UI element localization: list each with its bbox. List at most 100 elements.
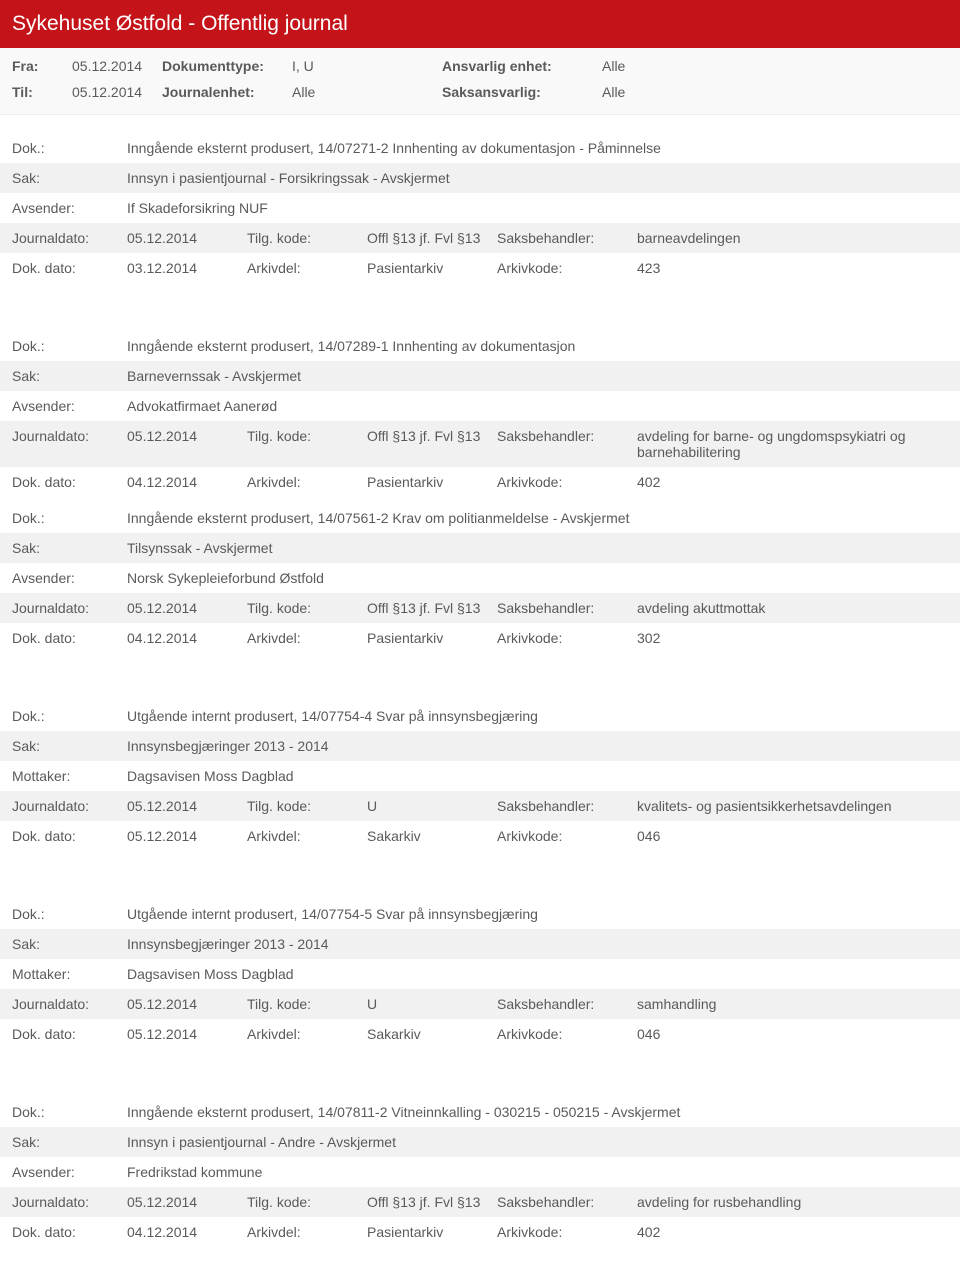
tilgkode-value: U <box>367 798 497 814</box>
sak-label: Sak: <box>12 1134 127 1150</box>
journaldato-label: Journaldato: <box>12 428 127 444</box>
journal-entry: Dok.:Inngående eksternt produsert, 14/07… <box>0 133 960 283</box>
journal-entry: Dok.:Utgående internt produsert, 14/0775… <box>0 899 960 1049</box>
journaldato-label: Journaldato: <box>12 600 127 616</box>
party-row: Avsender:Advokatfirmaet Aanerød <box>0 391 960 421</box>
arkivkode-label: Arkivkode: <box>497 260 637 276</box>
journaldato-label: Journaldato: <box>12 230 127 246</box>
sak-value: Innsynsbegjæringer 2013 - 2014 <box>127 936 948 952</box>
meta-row-dokdato: Dok. dato:03.12.2014Arkivdel:Pasientarki… <box>0 253 960 283</box>
saksbehandler-value: kvalitets- og pasientsikkerhetsavdelinge… <box>637 798 948 814</box>
saksbehandler-label: Saksbehandler: <box>497 996 637 1012</box>
tilgkode-value: Offl §13 jf. Fvl §13 <box>367 428 497 444</box>
journal-entry: Dok.:Utgående internt produsert, 14/0775… <box>0 701 960 851</box>
dok-value: Inngående eksternt produsert, 14/07561-2… <box>127 510 948 526</box>
saksbehandler-label: Saksbehandler: <box>497 798 637 814</box>
dok-label: Dok.: <box>12 338 127 354</box>
ansvarlig-value: Alle <box>602 58 948 74</box>
til-value: 05.12.2014 <box>72 84 162 100</box>
sak-value: Innsyn i pasientjournal - Andre - Avskje… <box>127 1134 948 1150</box>
dok-value: Inngående eksternt produsert, 14/07271-2… <box>127 140 948 156</box>
tilgkode-label: Tilg. kode: <box>247 1194 367 1210</box>
journaldato-value: 05.12.2014 <box>127 996 247 1012</box>
party-label: Avsender: <box>12 200 127 216</box>
dok-label: Dok.: <box>12 1104 127 1120</box>
meta-row-dokdato: Dok. dato:05.12.2014Arkivdel:SakarkivArk… <box>0 821 960 851</box>
sak-row: Sak:Tilsynssak - Avskjermet <box>0 533 960 563</box>
party-row: Avsender:Fredrikstad kommune <box>0 1157 960 1187</box>
dokdato-value: 05.12.2014 <box>127 1026 247 1042</box>
arkivdel-label: Arkivdel: <box>247 260 367 276</box>
sak-value: Tilsynssak - Avskjermet <box>127 540 948 556</box>
arkivkode-value: 402 <box>637 1224 948 1240</box>
saksbehandler-value: samhandling <box>637 996 948 1012</box>
sak-label: Sak: <box>12 738 127 754</box>
dokumenttype-value: I, U <box>292 58 442 74</box>
tilgkode-label: Tilg. kode: <box>247 996 367 1012</box>
dokdato-value: 03.12.2014 <box>127 260 247 276</box>
arkivkode-value: 402 <box>637 474 948 490</box>
dok-label: Dok.: <box>12 906 127 922</box>
sak-label: Sak: <box>12 368 127 384</box>
saksbehandler-label: Saksbehandler: <box>497 230 637 246</box>
tilgkode-label: Tilg. kode: <box>247 600 367 616</box>
journaldato-value: 05.12.2014 <box>127 798 247 814</box>
arkivdel-value: Sakarkiv <box>367 1026 497 1042</box>
arkivdel-label: Arkivdel: <box>247 1026 367 1042</box>
journal-entry: Dok.:Inngående eksternt produsert, 14/07… <box>0 331 960 497</box>
dok-row: Dok.:Inngående eksternt produsert, 14/07… <box>0 331 960 361</box>
dok-value: Inngående eksternt produsert, 14/07811-2… <box>127 1104 948 1120</box>
saksbehandler-label: Saksbehandler: <box>497 600 637 616</box>
meta-row-journaldato: Journaldato:05.12.2014Tilg. kode:Offl §1… <box>0 1187 960 1217</box>
meta-row-dokdato: Dok. dato:04.12.2014Arkivdel:Pasientarki… <box>0 623 960 653</box>
saksansvarlig-value: Alle <box>602 84 948 100</box>
spacer <box>0 283 960 313</box>
dokumenttype-label: Dokumenttype: <box>162 58 292 74</box>
meta-row-journaldato: Journaldato:05.12.2014Tilg. kode:Offl §1… <box>0 593 960 623</box>
party-value: Norsk Sykepleieforbund Østfold <box>127 570 948 586</box>
arkivkode-label: Arkivkode: <box>497 630 637 646</box>
spacer <box>0 851 960 881</box>
meta-row-dokdato: Dok. dato:05.12.2014Arkivdel:SakarkivArk… <box>0 1019 960 1049</box>
party-row: Avsender:Norsk Sykepleieforbund Østfold <box>0 563 960 593</box>
spacer <box>0 653 960 683</box>
dok-row: Dok.:Inngående eksternt produsert, 14/07… <box>0 1097 960 1127</box>
arkivkode-label: Arkivkode: <box>497 1026 637 1042</box>
sak-row: Sak:Innsynsbegjæringer 2013 - 2014 <box>0 929 960 959</box>
party-value: Dagsavisen Moss Dagblad <box>127 768 948 784</box>
journaldato-value: 05.12.2014 <box>127 230 247 246</box>
dokdato-label: Dok. dato: <box>12 1224 127 1240</box>
fra-label: Fra: <box>12 58 72 74</box>
dokdato-value: 05.12.2014 <box>127 828 247 844</box>
tilgkode-label: Tilg. kode: <box>247 428 367 444</box>
party-value: If Skadeforsikring NUF <box>127 200 948 216</box>
dokdato-value: 04.12.2014 <box>127 474 247 490</box>
saksbehandler-value: avdeling akuttmottak <box>637 600 948 616</box>
dokdato-label: Dok. dato: <box>12 474 127 490</box>
arkivkode-value: 046 <box>637 828 948 844</box>
party-value: Advokatfirmaet Aanerød <box>127 398 948 414</box>
dokdato-value: 04.12.2014 <box>127 1224 247 1240</box>
saksbehandler-value: barneavdelingen <box>637 230 948 246</box>
dok-label: Dok.: <box>12 510 127 526</box>
journaldato-value: 05.12.2014 <box>127 1194 247 1210</box>
page-title-bar: Sykehuset Østfold - Offentlig journal <box>0 0 960 48</box>
saksbehandler-label: Saksbehandler: <box>497 1194 637 1210</box>
party-label: Avsender: <box>12 1164 127 1180</box>
arkivdel-label: Arkivdel: <box>247 630 367 646</box>
meta-row-dokdato: Dok. dato:04.12.2014Arkivdel:Pasientarki… <box>0 467 960 497</box>
arkivdel-label: Arkivdel: <box>247 1224 367 1240</box>
arkivkode-value: 423 <box>637 260 948 276</box>
arkivdel-value: Pasientarkiv <box>367 1224 497 1240</box>
saksbehandler-label: Saksbehandler: <box>497 428 637 444</box>
dok-row: Dok.:Utgående internt produsert, 14/0775… <box>0 899 960 929</box>
entries-container: Dok.:Inngående eksternt produsert, 14/07… <box>0 133 960 1247</box>
journaldato-label: Journaldato: <box>12 996 127 1012</box>
dok-label: Dok.: <box>12 708 127 724</box>
arkivdel-label: Arkivdel: <box>247 828 367 844</box>
party-label: Avsender: <box>12 398 127 414</box>
arkivdel-label: Arkivdel: <box>247 474 367 490</box>
saksbehandler-value: avdeling for barne- og ungdomspsykiatri … <box>637 428 948 460</box>
meta-row-dokdato: Dok. dato:04.12.2014Arkivdel:Pasientarki… <box>0 1217 960 1247</box>
meta-row-journaldato: Journaldato:05.12.2014Tilg. kode:USaksbe… <box>0 791 960 821</box>
